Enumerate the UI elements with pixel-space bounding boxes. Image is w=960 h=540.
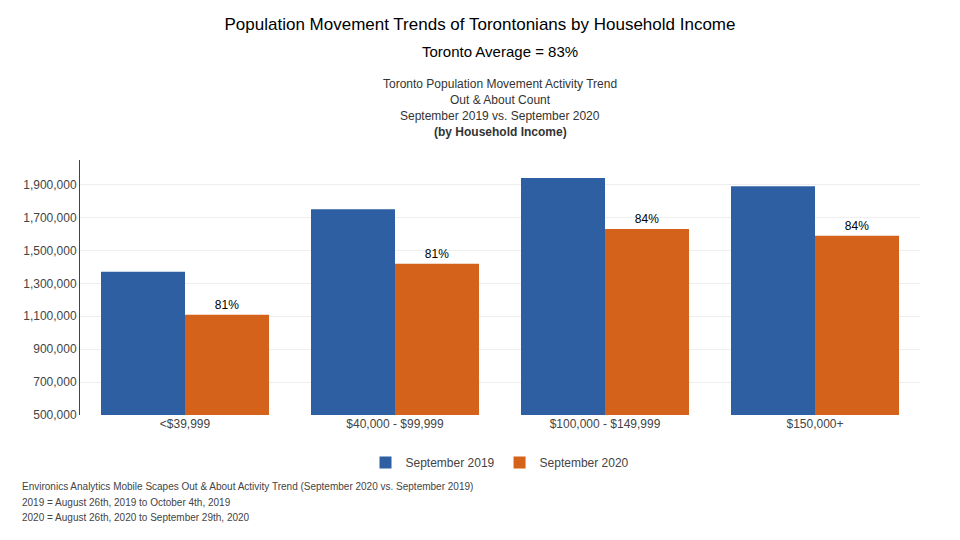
svg-text:$100,000 - $149,999: $100,000 - $149,999 (550, 417, 661, 431)
svg-text:1,100,000: 1,100,000 (23, 309, 77, 323)
svg-text:84%: 84% (635, 212, 659, 226)
svg-text:Environics Analytics Mobile Sc: Environics Analytics Mobile Scapes Out &… (22, 481, 473, 492)
svg-text:900,000: 900,000 (33, 342, 77, 356)
svg-text:$150,000+: $150,000+ (786, 417, 843, 431)
svg-text:Out & About Count: Out & About Count (450, 93, 551, 107)
svg-text:81%: 81% (215, 298, 239, 312)
svg-text:Population Movement Trends of: Population Movement Trends of Torontonia… (225, 15, 736, 34)
svg-text:September 2020: September 2020 (540, 456, 629, 470)
svg-text:Toronto Population Movement Ac: Toronto Population Movement Activity Tre… (383, 77, 617, 91)
svg-text:81%: 81% (425, 247, 449, 261)
svg-text:September 2019 vs. September 2: September 2019 vs. September 2020 (400, 109, 600, 123)
svg-text:700,000: 700,000 (33, 375, 77, 389)
svg-text:September 2019: September 2019 (406, 456, 495, 470)
svg-text:1,300,000: 1,300,000 (23, 277, 77, 291)
svg-text:1,900,000: 1,900,000 (23, 178, 77, 192)
svg-text:2020 = August 26th, 2020 to Se: 2020 = August 26th, 2020 to September 29… (22, 512, 250, 523)
svg-text:1,700,000: 1,700,000 (23, 211, 77, 225)
svg-text:84%: 84% (845, 219, 869, 233)
svg-text:$40,000 - $99,999: $40,000 - $99,999 (346, 417, 444, 431)
svg-text:<$39,999: <$39,999 (160, 417, 211, 431)
svg-text:1,500,000: 1,500,000 (23, 244, 77, 258)
svg-text:2019 = August 26th, 2019 to Oc: 2019 = August 26th, 2019 to October 4th,… (22, 497, 231, 508)
svg-text:Toronto Average = 83%: Toronto Average = 83% (422, 43, 578, 60)
svg-text:500,000: 500,000 (33, 408, 77, 422)
svg-text:(by Household Income): (by Household Income) (434, 125, 567, 139)
